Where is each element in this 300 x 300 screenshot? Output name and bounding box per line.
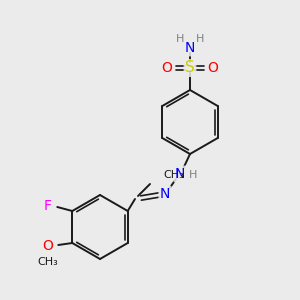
Text: H: H bbox=[176, 34, 184, 44]
Text: S: S bbox=[185, 61, 195, 76]
Text: H: H bbox=[196, 34, 204, 44]
Text: N: N bbox=[160, 187, 170, 201]
Text: H: H bbox=[189, 170, 197, 180]
Text: O: O bbox=[42, 239, 53, 253]
Text: O: O bbox=[162, 61, 172, 75]
Text: N: N bbox=[175, 167, 185, 181]
Text: N: N bbox=[185, 41, 195, 55]
Text: CH₃: CH₃ bbox=[37, 257, 58, 267]
Text: CH₃: CH₃ bbox=[163, 170, 184, 180]
Text: F: F bbox=[43, 199, 51, 213]
Text: O: O bbox=[208, 61, 218, 75]
